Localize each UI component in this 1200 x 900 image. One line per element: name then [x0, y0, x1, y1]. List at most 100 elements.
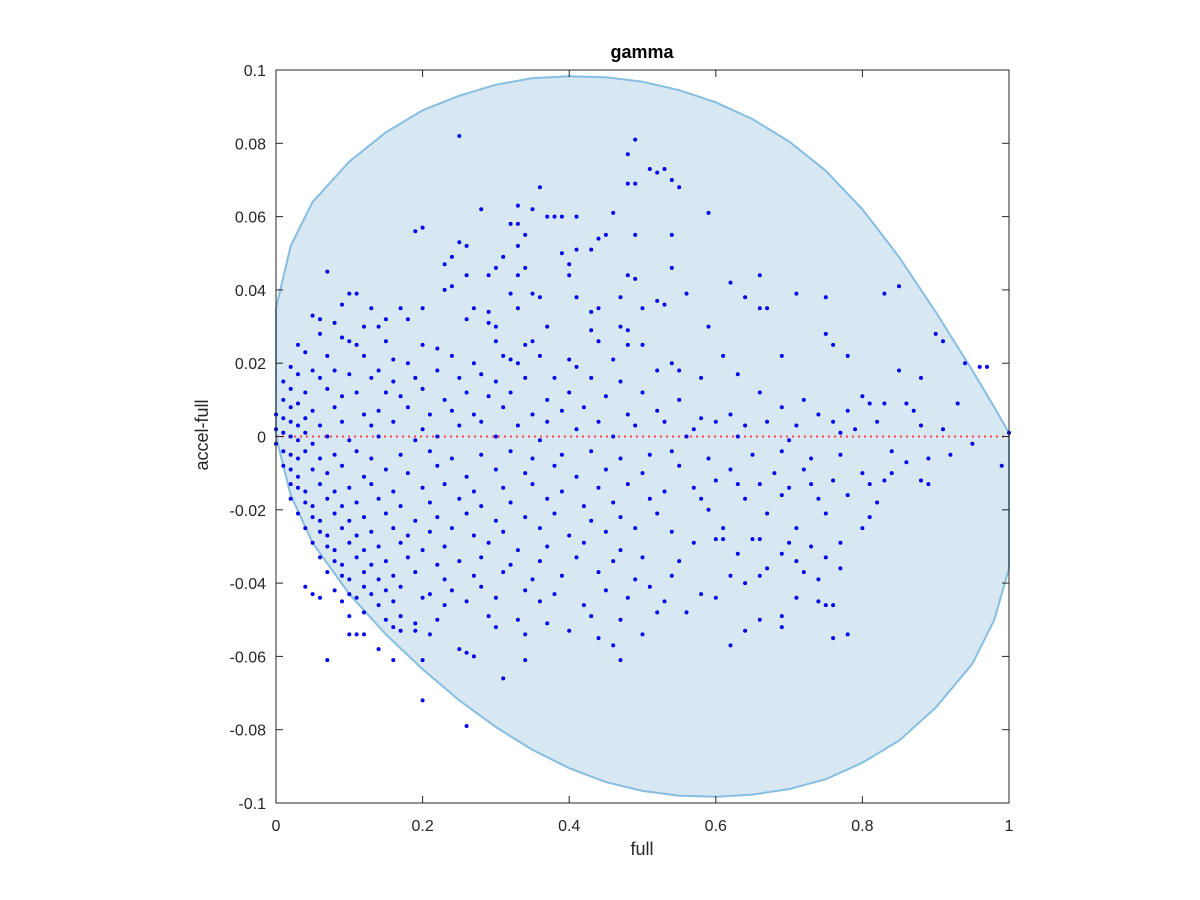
data-point — [831, 636, 836, 641]
data-point — [559, 573, 564, 578]
data-point — [801, 570, 806, 575]
data-point — [794, 291, 799, 296]
data-point — [530, 412, 535, 417]
data-point — [442, 603, 447, 608]
data-point — [537, 438, 542, 443]
data-point — [728, 280, 733, 285]
data-point — [501, 529, 506, 534]
data-point — [442, 544, 447, 549]
data-point — [347, 540, 352, 545]
data-point — [581, 603, 586, 608]
data-point — [743, 581, 748, 586]
data-point — [655, 368, 660, 373]
data-point — [310, 540, 315, 545]
data-point — [486, 309, 491, 314]
data-point — [296, 456, 300, 461]
y-tick-label: 0.06 — [235, 210, 266, 227]
data-point — [647, 496, 652, 501]
data-point — [464, 511, 469, 516]
data-point — [464, 273, 469, 278]
data-point — [457, 496, 462, 501]
data-point — [537, 559, 542, 564]
data-point — [611, 643, 616, 648]
data-point — [464, 474, 469, 479]
data-point — [376, 496, 381, 501]
data-point — [765, 511, 770, 516]
data-point — [288, 482, 293, 487]
data-point — [493, 518, 498, 523]
data-point — [581, 540, 586, 545]
data-point — [706, 456, 711, 461]
data-point — [611, 434, 616, 439]
data-point — [493, 379, 498, 384]
data-point — [941, 339, 945, 344]
data-point — [391, 599, 396, 604]
data-point — [530, 482, 535, 487]
data-point — [281, 379, 286, 384]
data-point — [479, 452, 484, 457]
data-point — [383, 339, 388, 344]
data-point — [369, 482, 374, 487]
data-point — [383, 317, 388, 322]
data-point — [376, 544, 381, 549]
data-point — [860, 526, 865, 531]
data-point — [633, 181, 638, 186]
data-point — [325, 544, 330, 549]
data-point — [823, 603, 828, 608]
data-point — [530, 456, 535, 461]
data-point — [391, 625, 396, 630]
data-point — [530, 577, 535, 582]
data-point — [471, 573, 476, 578]
data-point — [757, 390, 762, 395]
data-point — [413, 438, 418, 443]
data-point — [523, 265, 528, 270]
data-point — [427, 592, 432, 597]
data-point — [574, 364, 579, 369]
data-point — [669, 573, 674, 578]
data-point — [787, 485, 792, 490]
data-point — [530, 339, 535, 344]
data-point — [779, 614, 784, 619]
data-point — [589, 247, 594, 252]
data-point — [332, 320, 337, 325]
data-point — [486, 394, 491, 399]
data-point — [559, 489, 564, 494]
data-point — [743, 496, 748, 501]
data-point — [303, 430, 308, 435]
data-point — [919, 375, 923, 380]
data-point — [515, 306, 520, 311]
x-tick-label: 0 — [272, 818, 281, 835]
data-point — [325, 353, 330, 358]
data-point — [288, 452, 293, 457]
data-point — [882, 401, 887, 406]
data-point — [845, 632, 850, 637]
data-point — [552, 375, 557, 380]
data-point — [897, 284, 901, 289]
data-point — [640, 555, 645, 560]
data-point — [354, 632, 359, 637]
data-point — [383, 390, 388, 395]
y-tick-label: 0 — [257, 430, 266, 447]
data-point — [471, 533, 476, 538]
data-point — [530, 207, 535, 212]
data-point — [383, 511, 388, 516]
data-point — [288, 405, 293, 410]
data-point — [310, 408, 315, 413]
data-point — [640, 306, 645, 311]
data-point — [464, 390, 469, 395]
data-point — [926, 482, 931, 487]
data-point — [493, 595, 498, 600]
data-point — [589, 309, 594, 314]
data-point — [332, 452, 337, 457]
data-point — [354, 533, 359, 538]
data-point — [515, 221, 520, 226]
data-point — [713, 537, 718, 542]
data-point — [677, 368, 682, 373]
data-point — [545, 419, 550, 424]
data-point — [640, 342, 645, 347]
data-point — [296, 423, 300, 428]
data-point — [655, 610, 660, 615]
data-point — [596, 485, 601, 490]
data-point — [750, 537, 755, 542]
data-point — [809, 456, 814, 461]
